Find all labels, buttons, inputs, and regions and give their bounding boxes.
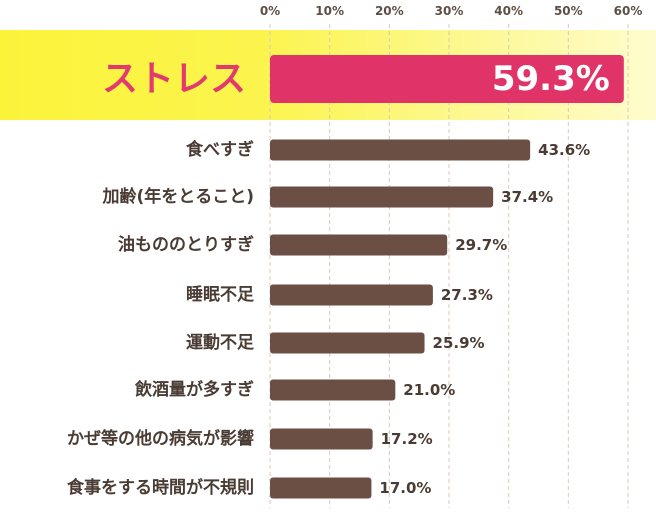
highlight-category-label: ストレス: [102, 59, 246, 100]
category-label: 油もののとりすぎ: [118, 234, 254, 255]
bar: [270, 186, 494, 208]
bar: [270, 139, 531, 161]
bar: [270, 332, 425, 354]
highlight-value-label: 59.3%: [492, 59, 610, 99]
value-label: 27.3%: [441, 286, 493, 304]
value-label: 29.7%: [455, 236, 507, 254]
value-label: 25.9%: [433, 334, 485, 352]
x-tick-label: 10%: [315, 4, 344, 18]
category-label: 飲酒量が多すぎ: [134, 379, 254, 400]
value-label: 21.0%: [403, 381, 455, 399]
x-tick-label: 40%: [494, 4, 523, 18]
value-label: 17.0%: [379, 479, 431, 497]
category-label: 食べすぎ: [186, 139, 254, 160]
bar: [270, 284, 433, 306]
bar: [270, 379, 396, 401]
value-label: 43.6%: [538, 141, 590, 159]
value-label: 17.2%: [381, 430, 433, 448]
category-label: 運動不足: [186, 332, 254, 353]
highlight-bar: [270, 55, 624, 103]
category-label: かぜ等の他の病気が影響: [67, 428, 254, 449]
x-tick-label: 60%: [614, 4, 643, 18]
bar: [270, 428, 373, 450]
x-tick-label: 20%: [375, 4, 404, 18]
x-tick-label: 30%: [435, 4, 464, 18]
category-label: 睡眠不足: [186, 284, 254, 305]
bar: [270, 234, 448, 256]
category-label: 食事をする時間が不規則: [67, 477, 254, 498]
x-tick-label: 50%: [554, 4, 583, 18]
value-label: 37.4%: [501, 188, 553, 206]
x-tick-label: 0%: [260, 4, 280, 18]
category-label: 加齢(年をとること): [101, 186, 254, 207]
bar: [270, 477, 372, 499]
